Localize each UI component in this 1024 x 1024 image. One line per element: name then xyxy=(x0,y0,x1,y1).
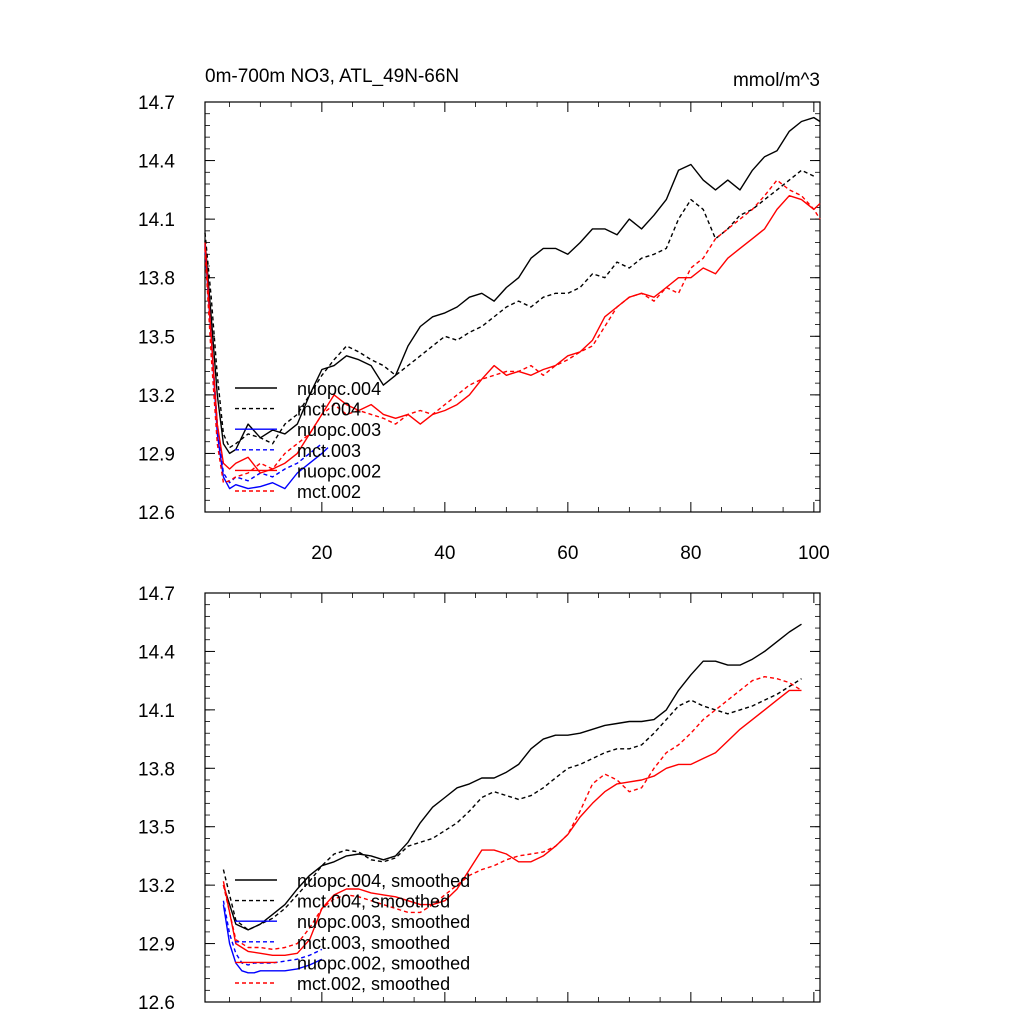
y-tick-label: 14.7 xyxy=(138,93,175,114)
y-tick-label: 14.4 xyxy=(138,642,175,663)
units-label: mmol/m^3 xyxy=(733,70,820,91)
series-line-mct-002 xyxy=(204,179,821,484)
legend-label: nuopc.003, smoothed xyxy=(297,912,470,932)
legend-label: nuopc.004 xyxy=(297,379,381,399)
x-tick-label: 60 xyxy=(557,543,578,564)
y-tick-label: 12.6 xyxy=(138,993,175,1014)
y-tick-label: 13.8 xyxy=(138,759,175,780)
x-tick-label: 80 xyxy=(680,543,701,564)
y-tick-label: 13.2 xyxy=(138,876,175,897)
series-line-mct-003-smoothed xyxy=(222,900,323,966)
panel-smoothed: 12.6 12.9 13.2 13.5 13.8 14.1 14.4 14.7 nuopc.00… xyxy=(138,584,821,1014)
y-tick-label: 13.5 xyxy=(138,818,175,839)
series-line-mct-003 xyxy=(204,244,323,484)
x-tick-label: 40 xyxy=(434,543,455,564)
series-line-mct-004-smoothed xyxy=(222,678,802,931)
series-line-nuopc-002 xyxy=(204,194,821,474)
series-line-nuopc-003-smoothed xyxy=(222,904,323,974)
legend-label: nuopc.002, smoothed xyxy=(297,953,470,973)
y-tick-label: 12.9 xyxy=(138,935,175,956)
y-tick-label: 12.6 xyxy=(138,503,175,524)
y-tick-label: 14.7 xyxy=(138,584,175,605)
plot-frame xyxy=(204,101,821,513)
legend-label: nuopc.004, smoothed xyxy=(297,871,470,891)
legend-label: nuopc.003 xyxy=(297,420,381,440)
y-tick-label: 14.1 xyxy=(138,210,175,231)
legend-label: mct.002 xyxy=(297,482,361,502)
y-tick-label: 13.5 xyxy=(138,327,175,348)
plot-frame xyxy=(204,592,821,1003)
series-line-mct-004 xyxy=(204,169,815,449)
x-tick-label: 20 xyxy=(311,543,332,564)
y-tick-label: 13.2 xyxy=(138,386,175,407)
chart-title: 0m-700m NO3, ATL_49N-66N xyxy=(205,66,459,87)
legend-label: mct.004, smoothed xyxy=(297,892,450,912)
legend-label: mct.002, smoothed xyxy=(297,974,450,994)
series-line-nuopc-004 xyxy=(204,116,821,455)
series-line-nuopc-003 xyxy=(204,246,329,490)
legend-label: mct.003, smoothed xyxy=(297,933,450,953)
y-tick-label: 12.9 xyxy=(138,444,175,465)
x-tick-label: 100 xyxy=(798,543,830,564)
legend-label: mct.003 xyxy=(297,441,361,461)
y-tick-label: 14.1 xyxy=(138,701,175,722)
series-line-nuopc-002-smoothed xyxy=(222,689,802,956)
legend-label: mct.004 xyxy=(297,400,361,420)
legend-label: nuopc.002 xyxy=(297,461,381,481)
y-tick-label: 13.8 xyxy=(138,269,175,290)
y-tick-label: 14.4 xyxy=(138,152,175,173)
panel-raw: 12.6 12.9 13.2 13.5 13.8 14.1 14.4 14.7 20 40 60 80… xyxy=(138,93,830,564)
